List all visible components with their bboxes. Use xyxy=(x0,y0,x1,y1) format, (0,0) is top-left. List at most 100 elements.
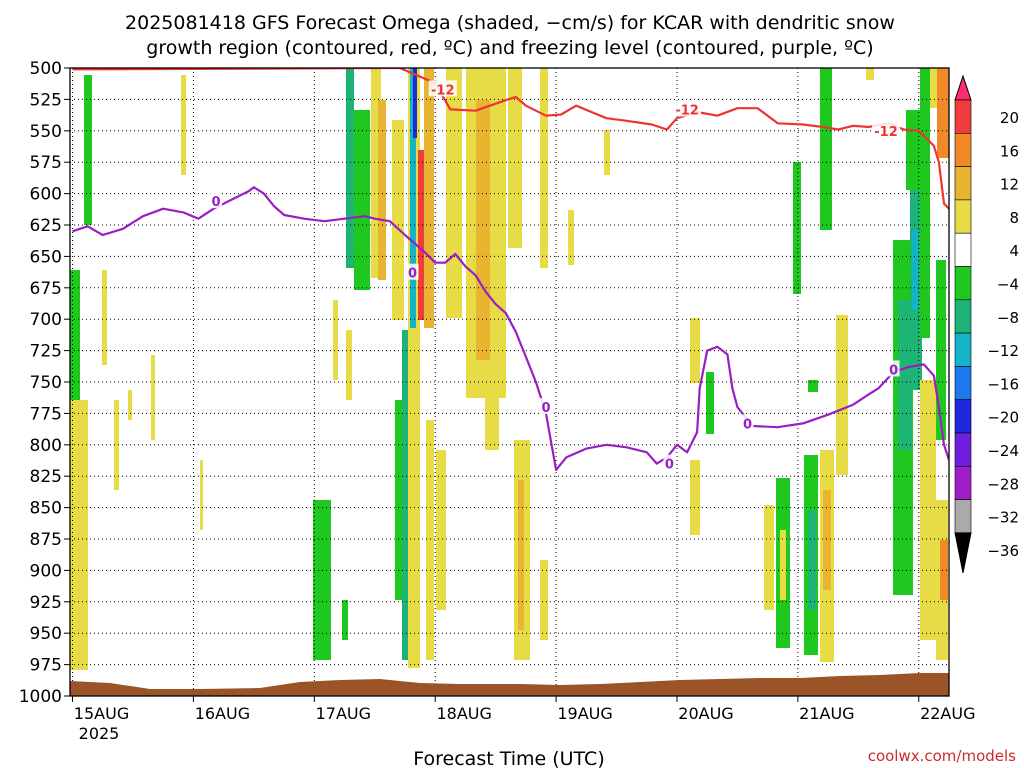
contour-label-bg xyxy=(428,80,457,97)
omega-shade xyxy=(413,68,417,138)
contour-labels: -12 -12 -12 0 0 0 0 0 0 xyxy=(210,80,901,473)
omega-shade xyxy=(151,355,155,440)
x-tick-label: 19AUG xyxy=(557,704,612,723)
colorbar-label: −12 xyxy=(987,342,1019,360)
x-tick-label: 16AUG xyxy=(195,704,250,723)
contour-label: 0 xyxy=(665,458,674,473)
omega-shade xyxy=(808,380,818,392)
omega-shade xyxy=(378,100,386,280)
omega-shade xyxy=(793,162,801,294)
x-tick-label: 20AUG xyxy=(678,704,733,723)
colorbar-swatch xyxy=(954,465,972,500)
omega-shade xyxy=(333,300,338,380)
colorbar-label: −28 xyxy=(987,475,1019,493)
colorbar-swatch xyxy=(954,332,972,367)
contour-label-bg xyxy=(872,121,901,138)
omega-shade xyxy=(426,420,434,660)
y-tick-label: 725 xyxy=(30,342,62,362)
colorbar-label: 20 xyxy=(1000,109,1019,127)
x-tick-label: 22AUG xyxy=(920,704,975,723)
omega-shade xyxy=(820,68,832,230)
contour-label: -12 xyxy=(675,103,699,118)
omega-shade xyxy=(540,68,548,268)
y-tick-label: 700 xyxy=(30,310,62,330)
colorbar-label: −36 xyxy=(987,542,1019,560)
omega-shade xyxy=(392,120,404,320)
colorbar-swatch xyxy=(954,499,972,534)
colorbar: 20 16 12 8 4 −4 −8 −12 −16 −20 −24 −28 −32 −36 xyxy=(954,74,1019,573)
x-tick-label: 15AUG xyxy=(74,704,129,723)
omega-shade xyxy=(371,68,381,278)
omega-shade xyxy=(418,150,426,320)
site-credit: coolwx.com/models xyxy=(868,747,1016,765)
omega-shade xyxy=(866,68,874,80)
x-axis-title: Forecast Time (UTC) xyxy=(413,748,604,768)
omega-shade xyxy=(508,68,522,248)
omega-shade xyxy=(823,490,831,590)
contour-label-bg xyxy=(673,100,702,117)
x-tick-label: 17AUG xyxy=(316,704,371,723)
contour-label: 0 xyxy=(212,195,221,210)
colorbar-swatch xyxy=(954,133,972,167)
omega-shade xyxy=(342,600,348,640)
omega-shade xyxy=(604,130,610,175)
y-tick-label: 1000 xyxy=(19,687,62,707)
contour-label: 0 xyxy=(889,363,898,378)
contour-label-bg xyxy=(741,414,754,431)
colorbar-swatch xyxy=(954,366,972,400)
y-tick-label: 500 xyxy=(30,59,62,79)
omega-shade xyxy=(706,372,714,434)
y-tick-label: 775 xyxy=(30,404,62,424)
contour-label: 0 xyxy=(743,417,752,432)
contour-label-bg xyxy=(887,360,900,377)
terrain-surface xyxy=(70,673,949,696)
x-tick-label: 18AUG xyxy=(436,704,491,723)
omega-shade xyxy=(568,210,574,265)
omega-shade xyxy=(395,400,403,600)
omega-shade xyxy=(912,230,918,310)
omega-shade xyxy=(920,380,936,640)
omega-shade xyxy=(436,450,446,610)
y-tick-label: 875 xyxy=(30,530,62,550)
omega-shade xyxy=(836,315,848,475)
colorbar-swatch xyxy=(954,432,972,467)
omega-shade xyxy=(518,480,524,630)
colorbar-label: −16 xyxy=(987,375,1019,393)
colorbar-label: −24 xyxy=(987,442,1019,460)
contour-label: -12 xyxy=(431,83,455,98)
omega-shade xyxy=(128,390,132,420)
colorbar-label: 16 xyxy=(1000,142,1019,160)
colorbar-swatch xyxy=(954,166,972,201)
y-tick-label: 825 xyxy=(30,467,62,487)
colorbar-label: −8 xyxy=(997,309,1019,327)
omega-shade xyxy=(808,510,816,610)
contour-line-0 xyxy=(72,186,949,471)
colorbar-swatch xyxy=(954,266,972,301)
contour-label: 0 xyxy=(408,267,417,282)
y-tick-label: 575 xyxy=(30,153,62,173)
colorbar-swatch xyxy=(954,99,972,134)
colorbar-label: 8 xyxy=(1009,209,1019,227)
colorbar-swatch xyxy=(954,399,972,434)
omega-shade xyxy=(70,400,88,670)
y-axis-ticks: 500 525 550 575 600 625 650 675 700 725 750 775 800 8… xyxy=(19,59,70,707)
x-tick-label: 21AUG xyxy=(799,704,854,723)
omega-shade xyxy=(764,505,774,610)
omega-shade xyxy=(690,460,700,535)
y-tick-label: 925 xyxy=(30,593,62,613)
omega-shade xyxy=(937,68,949,158)
omega-shade xyxy=(346,330,352,400)
contour-label-bg xyxy=(663,454,676,471)
colorbar-swatch xyxy=(954,232,972,267)
contour-label: -12 xyxy=(874,125,898,140)
x-axis-ticks: 15AUG 16AUG 17AUG 18AUG 19AUG 20AUG 21AUG 22AUG xyxy=(72,696,975,723)
omega-shade xyxy=(898,300,912,450)
omega-shade xyxy=(200,460,203,530)
y-tick-label: 750 xyxy=(30,373,62,393)
y-tick-label: 800 xyxy=(30,436,62,456)
colorbar-bottom-arrow xyxy=(954,532,972,573)
omega-shade xyxy=(780,530,786,600)
colorbar-top-arrow xyxy=(954,74,972,101)
contour-label: 0 xyxy=(541,401,550,416)
